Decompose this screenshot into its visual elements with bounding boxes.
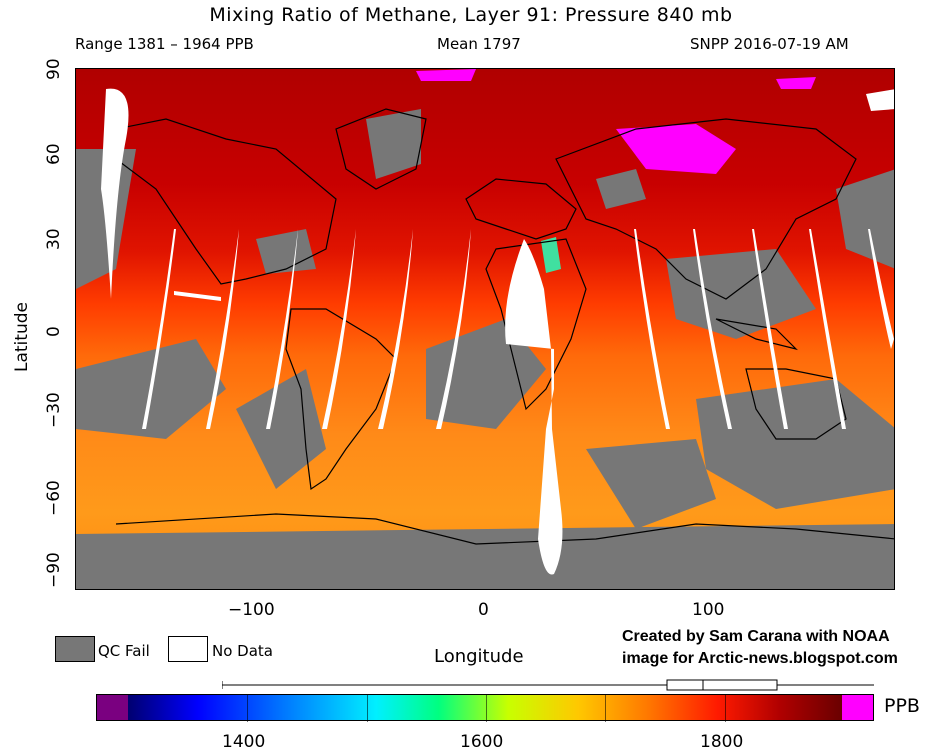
qc-fail-label: QC Fail [98,642,150,660]
methane-map-svg [76,69,894,589]
y-tick-60: 60 [44,143,64,165]
colorbar-unit: PPB [884,695,920,717]
colorbar-tick-1600 [486,695,487,722]
credit-line-2: image for Arctic-news.blogspot.com [622,650,898,667]
qc-fail-areas [76,109,894,589]
no-data-swatch [168,636,208,662]
colorbar-tick-1500 [367,695,368,722]
no-data-label: No Data [212,642,273,660]
credit-line-1: Created by Sam Carana with NOAA [622,628,890,645]
colorbar-tick-1700 [605,695,606,722]
y-tick-minus-90: −90 [44,552,64,588]
methane-map [75,68,895,590]
mean-label: Mean 1797 [437,35,521,53]
anomaly-spot [541,237,561,273]
qc-fail-swatch [55,636,95,662]
page-title: Mixing Ratio of Methane, Layer 91: Press… [209,4,733,26]
colorbar-tick-1400 [247,695,248,722]
range-label: Range 1381 – 1964 PPB [75,35,254,53]
no-data-swaths [101,88,894,575]
colorbar-label-1800: 1800 [700,732,744,752]
distribution-boxplot [222,679,874,691]
y-tick-30: 30 [44,228,64,250]
y-tick-0: 0 [44,326,64,337]
y-axis-label: Latitude [12,302,32,372]
colorbar [96,694,874,722]
x-tick-minus-100: −100 [228,600,275,620]
x-tick-100: 100 [692,600,725,620]
extreme-high-areas [416,69,816,174]
boxplot-box [666,679,778,691]
x-tick-0: 0 [478,600,489,620]
colorbar-label-1600: 1600 [460,732,504,752]
colorbar-label-1400: 1400 [222,732,266,752]
y-tick-minus-30: −30 [44,392,64,428]
source-label: SNPP 2016-07-19 AM [690,35,849,53]
colorbar-tick-1800 [725,695,726,722]
y-tick-minus-60: −60 [44,480,64,516]
x-axis-label: Longitude [434,646,524,667]
y-tick-90: 90 [44,58,64,80]
coastlines [115,108,894,545]
